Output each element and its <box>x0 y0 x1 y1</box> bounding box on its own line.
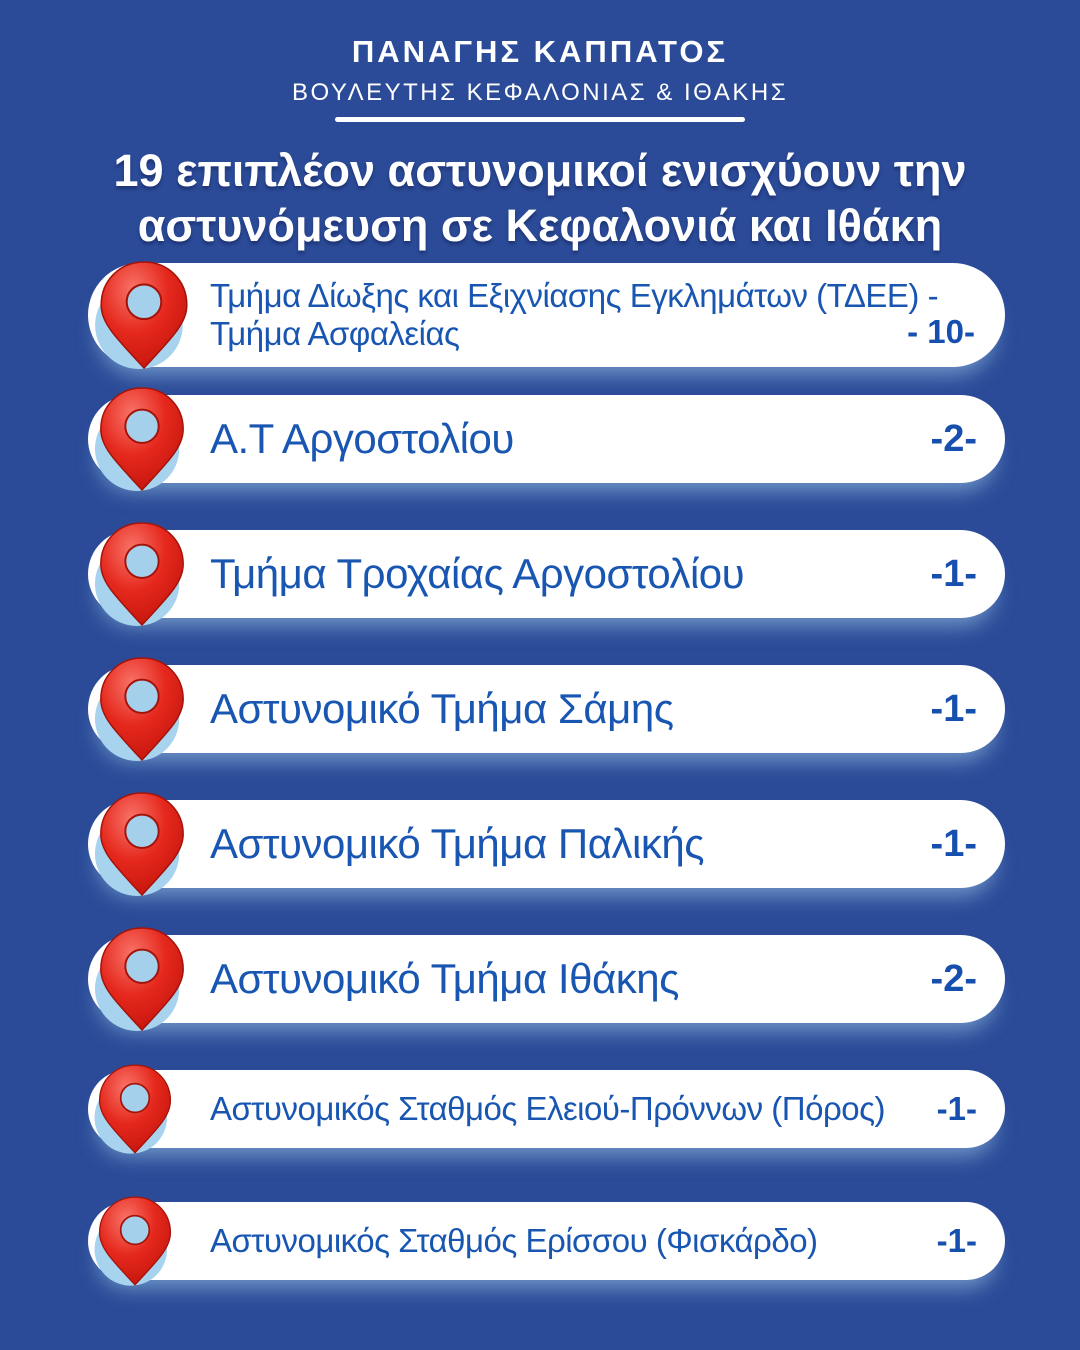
author-name: ΠΑΝΑΓΗΣ ΚΑΠΠΑΤΟΣ <box>351 34 729 69</box>
station-count: -2- <box>930 957 977 1000</box>
station-row: Τμήμα Δίωξης και Εξιχνίασης Εγκλημάτων (… <box>88 260 1005 370</box>
location-pin-icon <box>92 926 192 1032</box>
station-row: Αστυνομικό Τμήμα Ιθάκης -2- <box>88 927 1005 1032</box>
station-count: -1- <box>930 687 977 730</box>
station-label: Αστυνομικός Σταθμός Ερίσσου (Φισκάρδο) <box>210 1222 818 1259</box>
station-row: Αστυνομικό Τμήμα Σάμης -1- <box>88 657 1005 762</box>
station-row: Αστυνομικός Σταθμός Ερίσσου (Φισκάρδο) -… <box>88 1196 1005 1286</box>
location-pin-icon <box>92 791 192 897</box>
station-label: Τμήμα Τροχαίας Αργοστολίου <box>210 550 745 597</box>
location-pin-icon <box>92 260 196 370</box>
station-row: Αστυνομικός Σταθμός Ελειού-Πρόννων (Πόρο… <box>88 1064 1005 1154</box>
station-label: Α.Τ Αργοστολίου <box>210 415 514 462</box>
station-row: Αστυνομικό Τμήμα Παλικής -1- <box>88 792 1005 897</box>
page-title-line1: 19 επιπλέον αστυνομικοί ενισχύουν την <box>113 145 967 196</box>
location-pin-icon <box>92 1195 178 1287</box>
station-label: Αστυνομικό Τμήμα Παλικής <box>210 820 704 867</box>
station-count: -1- <box>936 1222 977 1259</box>
location-pin-icon <box>92 656 192 762</box>
location-pin-icon <box>92 521 192 627</box>
header: ΠΑΝΑΓΗΣ ΚΑΠΠΑΤΟΣ ΒΟΥΛΕΥΤΗΣ ΚΕΦΑΛΟΝΙΑΣ & … <box>0 0 1080 122</box>
station-label: Τμήμα Δίωξης και Εξιχνίασης Εγκλημάτων (… <box>210 276 939 352</box>
station-count: -2- <box>930 417 977 460</box>
station-row: Τμήμα Τροχαίας Αργοστολίου -1- <box>88 522 1005 627</box>
station-count: -1- <box>930 822 977 865</box>
header-underline <box>335 117 745 122</box>
station-label: Αστυνομικό Τμήμα Σάμης <box>210 685 674 732</box>
location-pin-icon <box>92 1063 178 1155</box>
station-count: -1- <box>930 552 977 595</box>
page-title: 19 επιπλέον αστυνομικοί ενισχύουν την ασ… <box>50 144 1030 254</box>
author-role: ΒΟΥΛΕΥΤΗΣ ΚΕΦΑΛΟΝΙΑΣ & ΙΘΑΚΗΣ <box>291 79 789 106</box>
location-pin-icon <box>92 386 192 492</box>
page-title-line2: αστυνόμευση σε Κεφαλονιά και Ιθάκη <box>137 199 943 251</box>
station-count: - 10- <box>907 313 975 350</box>
station-label: Αστυνομικός Σταθμός Ελειού-Πρόννων (Πόρο… <box>210 1090 885 1127</box>
station-list: Τμήμα Δίωξης και Εξιχνίασης Εγκλημάτων (… <box>88 260 1005 1286</box>
station-count: -1- <box>936 1090 977 1127</box>
station-row: Α.Τ Αργοστολίου -2- <box>88 387 1005 492</box>
station-label: Αστυνομικό Τμήμα Ιθάκης <box>210 955 679 1002</box>
